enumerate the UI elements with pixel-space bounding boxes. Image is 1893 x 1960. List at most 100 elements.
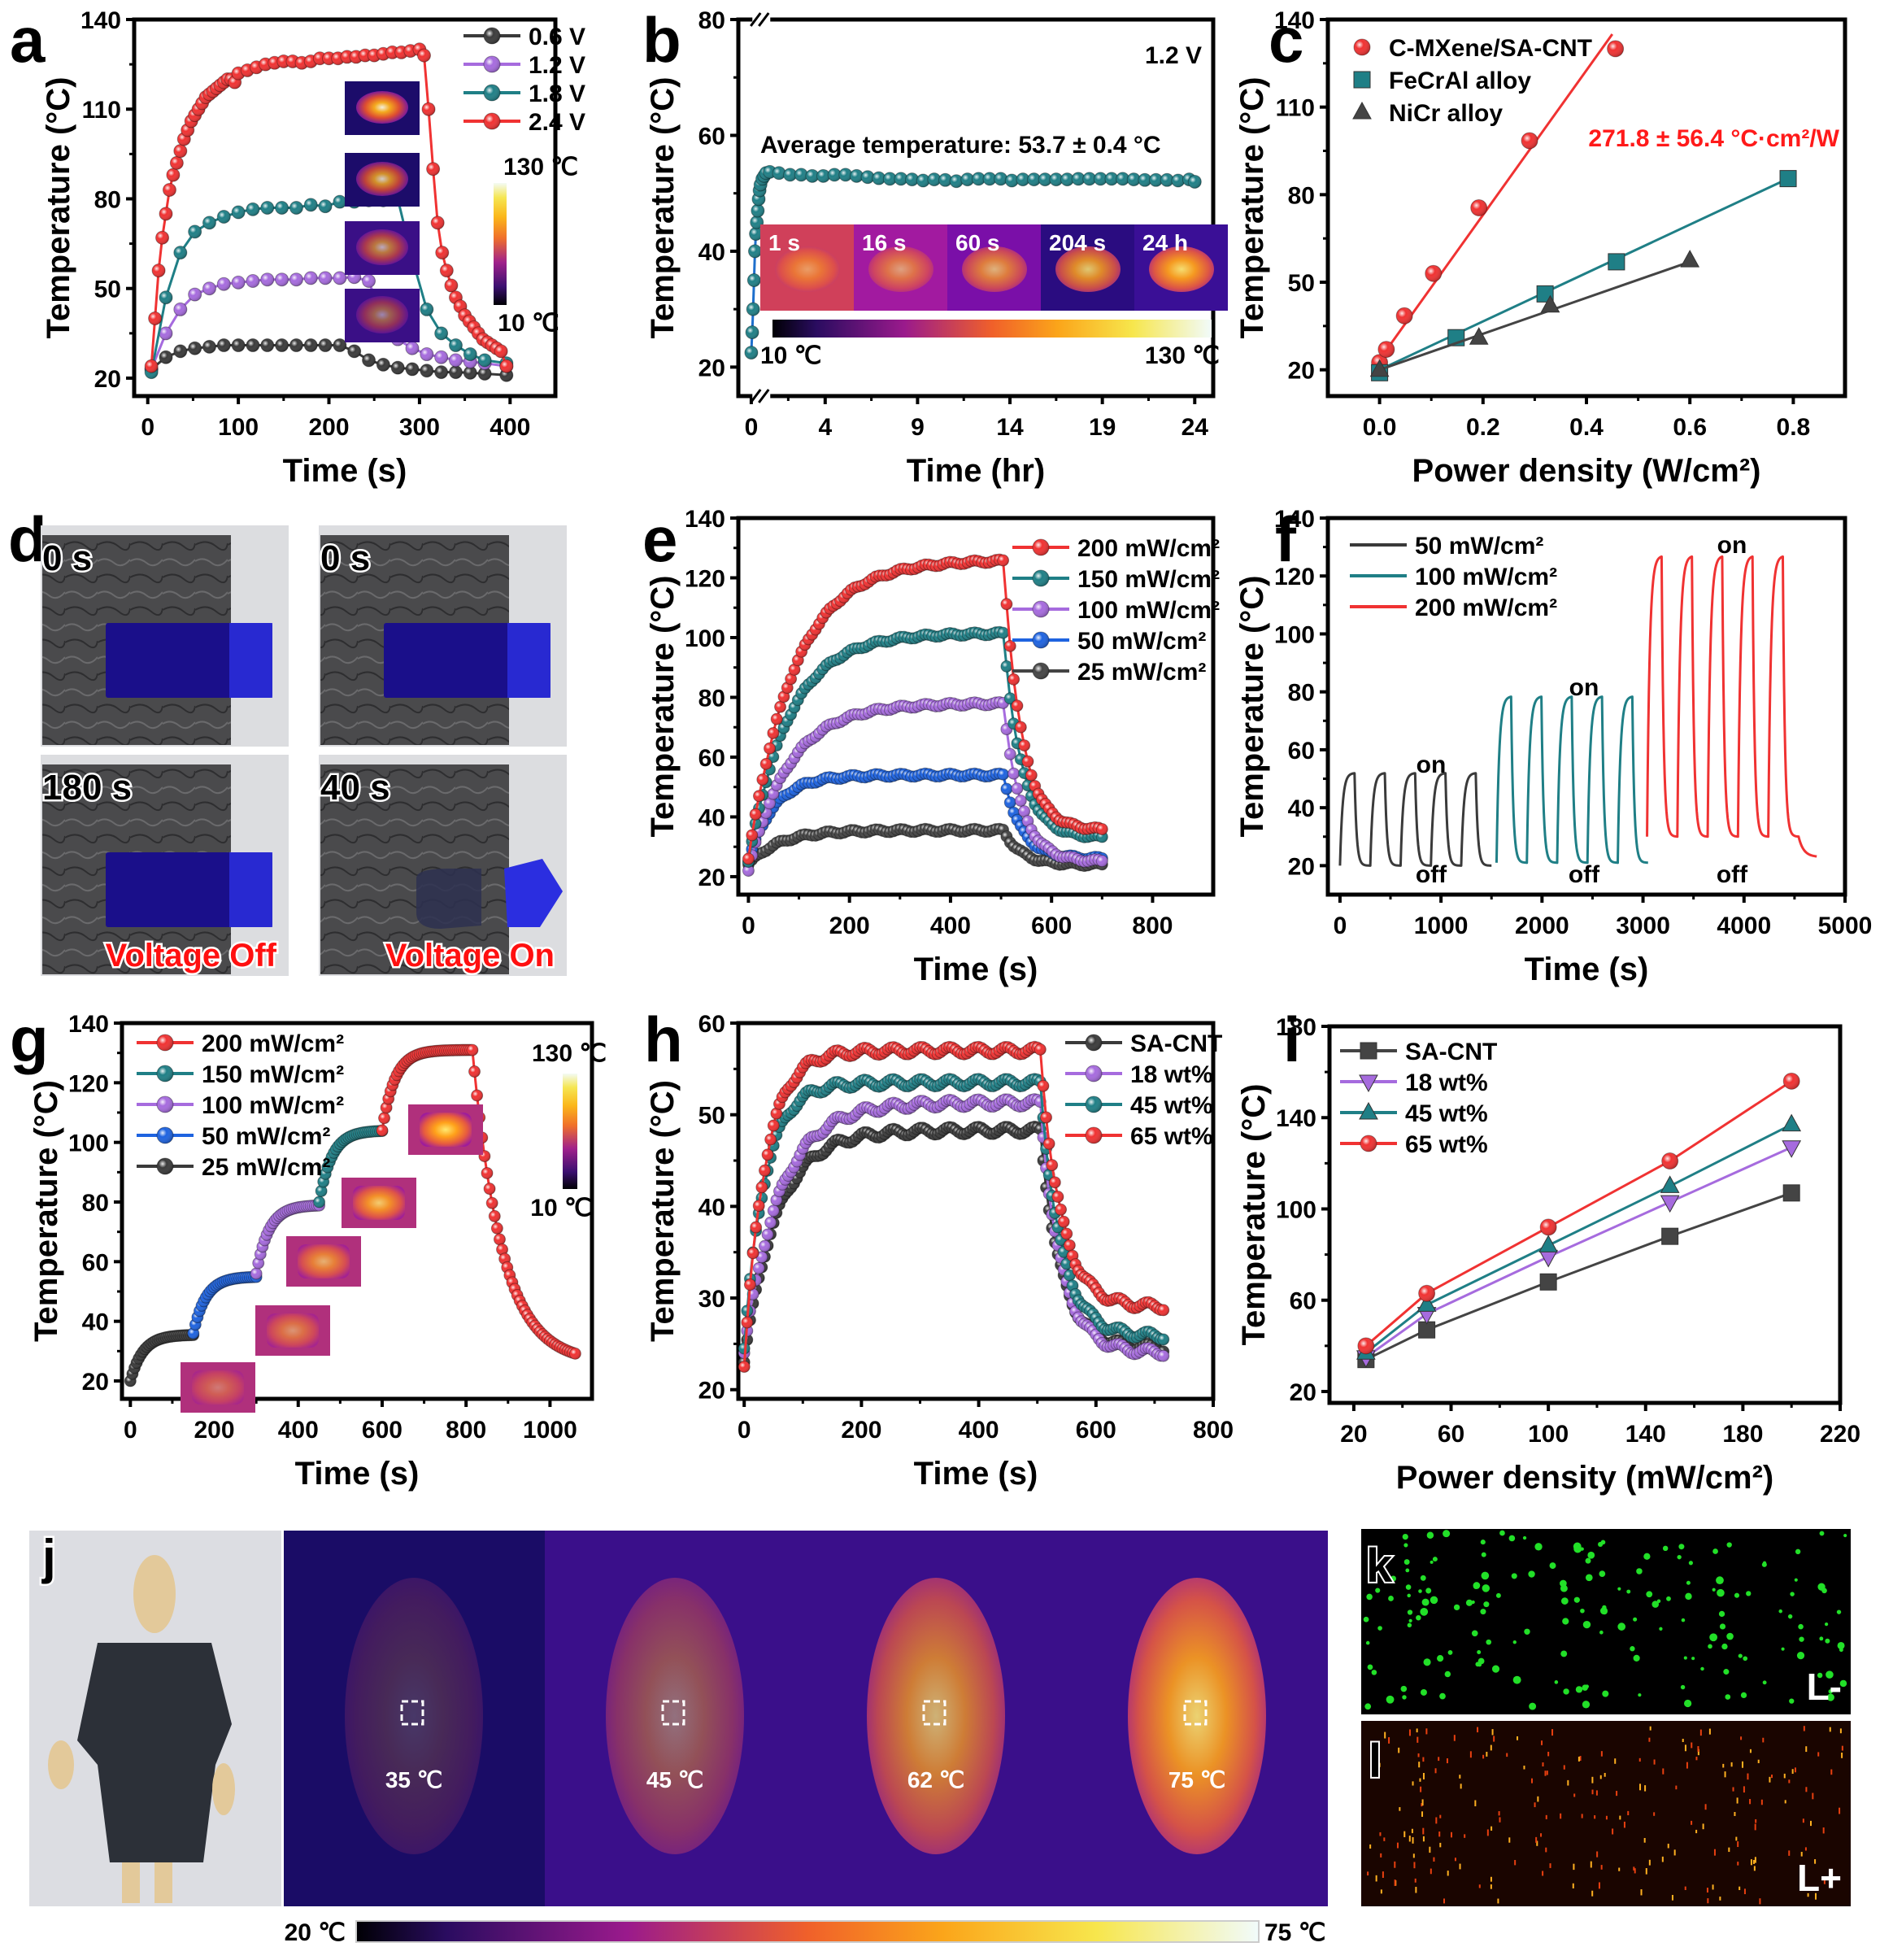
x-tick-label: 220 <box>1820 1421 1860 1448</box>
legend-label: 0.6 V <box>529 24 585 50</box>
mannequin-hand <box>48 1740 74 1789</box>
live-cell <box>1582 1701 1591 1709</box>
fluorescence-background <box>1361 1529 1851 1714</box>
data-point-triangle <box>1369 359 1390 377</box>
data-point-highlight <box>750 808 762 821</box>
data-point-highlight <box>1007 673 1020 686</box>
dead-cell <box>1418 1762 1421 1768</box>
legend-label: 50 mW/cm² <box>1415 533 1543 560</box>
live-cell <box>1575 1686 1583 1693</box>
dead-cell <box>1712 1884 1714 1890</box>
live-cell <box>1825 1638 1830 1644</box>
x-tick-label: 0.6 <box>1673 414 1707 441</box>
data-point-highlight <box>777 690 790 703</box>
data-point-highlight <box>767 751 779 763</box>
live-cell <box>1408 1618 1412 1622</box>
live-cell <box>1680 1684 1686 1690</box>
dead-cell <box>1537 1796 1539 1802</box>
legend-label: 2.4 V <box>529 109 585 136</box>
live-cell <box>1740 1692 1747 1699</box>
dead-cell <box>1653 1812 1656 1816</box>
data-point-highlight <box>1418 1285 1435 1302</box>
data-point-highlight <box>289 272 303 286</box>
data-point-highlight <box>1540 1218 1557 1235</box>
dead-cell <box>1804 1847 1807 1851</box>
live-cell <box>1426 1531 1434 1540</box>
corner-label: L+ <box>1797 1857 1842 1899</box>
data-point-highlight <box>466 1044 478 1056</box>
dead-cell <box>1807 1892 1809 1897</box>
live-cell <box>1824 1622 1829 1627</box>
data-point-highlight <box>275 201 289 215</box>
dead-cell <box>1728 1847 1730 1853</box>
data-point-highlight <box>471 1089 483 1101</box>
dead-cell <box>1486 1829 1489 1836</box>
series-50-mW-cm- <box>187 1270 263 1339</box>
series-C-MXene-SA-CNT <box>1371 33 1625 372</box>
y-axis-label: Temperature (°C) <box>645 576 681 838</box>
colorbar-min-label: 20 ℃ <box>285 1919 346 1946</box>
data-point-highlight <box>1004 640 1016 652</box>
live-cell <box>1508 1535 1516 1542</box>
live-cell <box>1465 1599 1473 1606</box>
thermal-hotspot <box>1149 246 1214 292</box>
body-heat-signature <box>1128 1578 1266 1854</box>
live-cell <box>1677 1554 1682 1560</box>
live-cell <box>1534 1543 1543 1551</box>
data-point-highlight <box>385 46 399 59</box>
x-tick-label: 200 <box>194 1417 235 1444</box>
dead-cell <box>1809 1820 1812 1827</box>
data-point-highlight <box>202 281 216 295</box>
live-cell <box>1691 1657 1695 1661</box>
data-point-highlight <box>1018 805 1030 817</box>
data-point-highlight <box>494 1233 506 1245</box>
x-tick-label: 800 <box>446 1417 486 1444</box>
data-point-highlight <box>1086 1034 1102 1051</box>
data-point-highlight <box>1043 1138 1055 1150</box>
dead-cell <box>1599 1775 1602 1779</box>
cycle-annotation-off: off <box>1717 861 1748 888</box>
dead-cell <box>1545 1814 1547 1819</box>
x-tick-label: 1000 <box>1414 912 1469 939</box>
y-tick-label: 110 <box>82 97 121 124</box>
data-point-highlight <box>838 168 852 181</box>
y-tick-label: 60 <box>698 1011 725 1038</box>
data-point-highlight <box>275 272 289 286</box>
live-cell <box>1480 1609 1486 1615</box>
thermal-hotspot <box>267 1313 319 1348</box>
dead-cell <box>1754 1857 1756 1863</box>
thermal-inset-image <box>408 1104 483 1155</box>
body-heat-signature <box>345 1578 483 1854</box>
x-axis-label: Time (s) <box>283 453 407 489</box>
live-cell <box>1480 1540 1486 1545</box>
dead-cell <box>1684 1886 1686 1890</box>
thermal-inset-image <box>345 221 420 275</box>
dead-cell <box>1822 1827 1825 1834</box>
data-point-highlight <box>1055 1204 1067 1216</box>
live-cell <box>1386 1695 1395 1704</box>
live-cell <box>1363 1616 1369 1622</box>
data-point-highlight <box>173 144 187 158</box>
series-line <box>742 1078 1164 1349</box>
data-point-highlight <box>340 50 354 63</box>
data-point-highlight <box>767 727 779 739</box>
y-tick-label: 50 <box>94 277 121 303</box>
dead-cell <box>1591 1890 1594 1897</box>
data-point-highlight <box>747 1247 759 1259</box>
colorbar <box>494 183 507 305</box>
data-point-highlight <box>1000 783 1012 795</box>
dead-cell <box>1430 1868 1432 1875</box>
y-tick-label: 140 <box>685 506 725 533</box>
y-tick-label: 140 <box>1274 506 1315 533</box>
live-cell <box>1407 1593 1411 1598</box>
data-point-highlight <box>916 174 930 188</box>
colorbar-min-label: 10 ℃ <box>498 310 559 337</box>
data-point-highlight <box>894 172 907 185</box>
thermal-hotspot <box>868 246 933 292</box>
data-point-highlight <box>972 172 986 185</box>
data-point-highlight <box>166 168 180 182</box>
data-point-highlight <box>417 49 431 63</box>
live-cell <box>1418 1589 1422 1593</box>
plot-frame <box>736 17 1216 399</box>
legend-label: 45 wt% <box>1130 1092 1213 1119</box>
